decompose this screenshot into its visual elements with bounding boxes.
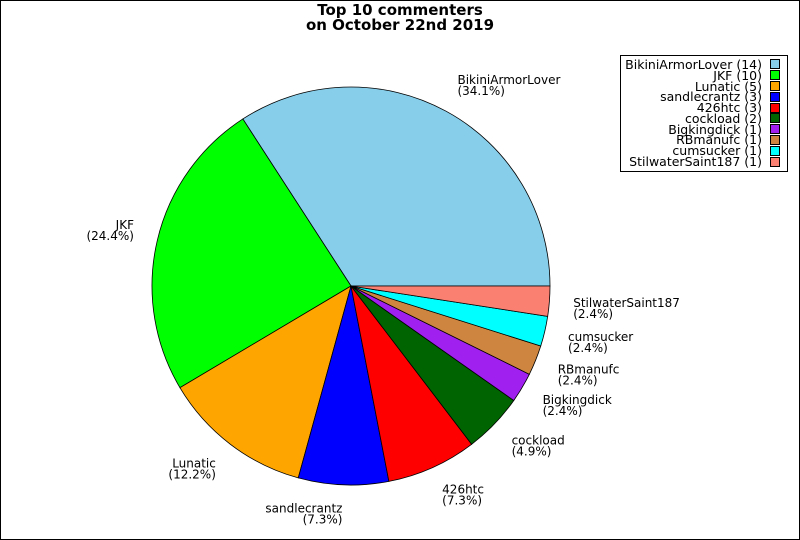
- legend-label: sandlecrantz (3): [660, 89, 762, 105]
- legend-item: Lunatic (5): [621, 78, 787, 94]
- slice-label: RBmanufc (2.4%): [558, 362, 620, 387]
- pie-slice-Lunatic: [179, 285, 352, 479]
- legend-item: cockload (2): [621, 110, 787, 126]
- legend-item: sandlecrantz (3): [621, 89, 787, 105]
- legend-swatch: [770, 124, 780, 135]
- legend-item: BikiniArmorLover (14): [621, 56, 787, 72]
- legend-label: JKF (10): [713, 67, 762, 83]
- legend: BikiniArmorLover (14) JKF (10) Lunatic (5)…: [620, 55, 788, 172]
- legend-swatch: [770, 113, 780, 124]
- legend-swatch: [770, 70, 780, 81]
- pie-slice-StilwaterSaint187: [350, 285, 551, 317]
- slice-label: cumsucker (2.4%): [568, 330, 633, 355]
- legend-label: Bigkingdick (1): [668, 121, 762, 137]
- slice-label: BikiniArmorLover (34.1%): [457, 73, 560, 98]
- legend-item: 426htc (3): [621, 100, 787, 116]
- legend-item: JKF (10): [621, 67, 787, 83]
- pie-slice-BikiniArmorLover: [242, 86, 551, 287]
- legend-label: StilwaterSaint187 (1): [629, 154, 762, 170]
- title-line-1: Top 10 commenters: [317, 1, 483, 19]
- slice-label: StilwaterSaint187 (2.4%): [573, 296, 680, 321]
- legend-label: BikiniArmorLover (14): [625, 56, 762, 72]
- legend-swatch: [770, 134, 780, 145]
- slice-label: Lunatic (12.2%): [168, 456, 215, 481]
- legend-label: 426htc (3): [696, 100, 762, 116]
- legend-label: Lunatic (5): [694, 78, 762, 94]
- slice-label: JKF (24.4%): [86, 218, 134, 243]
- chart-title: Top 10 commenters on October 22nd 2019: [1, 3, 799, 33]
- legend-item: RBmanufc (1): [621, 132, 787, 148]
- slice-label: 426htc (7.3%): [442, 482, 484, 507]
- legend-label: cumsucker (1): [672, 143, 762, 159]
- slice-label: sandlecrantz (7.3%): [265, 502, 342, 527]
- title-line-2: on October 22nd 2019: [305, 16, 495, 34]
- slice-label: cockload (4.9%): [512, 434, 565, 459]
- pie-slice-JKF: [151, 118, 352, 389]
- legend-swatch: [770, 145, 780, 156]
- legend-swatch: [770, 91, 780, 102]
- legend-label: RBmanufc (1): [676, 132, 762, 148]
- legend-item: StilwaterSaint187 (1): [621, 154, 787, 170]
- legend-swatch: [770, 102, 780, 113]
- legend-swatch: [770, 156, 780, 167]
- legend-swatch: [770, 59, 780, 70]
- legend-label: cockload (2): [684, 110, 762, 126]
- legend-item: cumsucker (1): [621, 143, 787, 159]
- slice-label: Bigkingdick (2.4%): [543, 393, 612, 418]
- legend-item: Bigkingdick (1): [621, 121, 787, 137]
- legend-swatch: [770, 80, 780, 91]
